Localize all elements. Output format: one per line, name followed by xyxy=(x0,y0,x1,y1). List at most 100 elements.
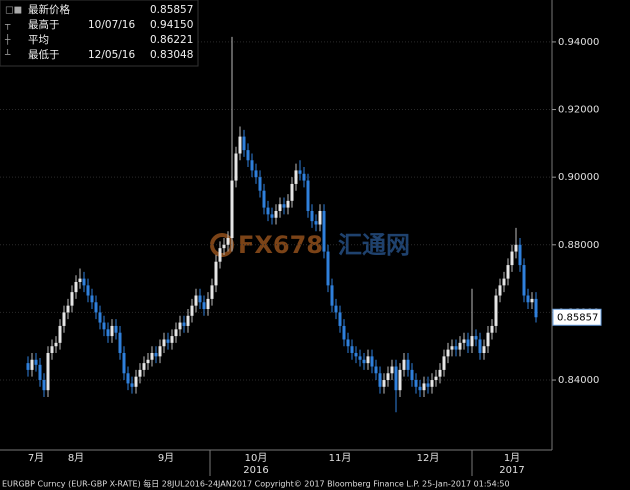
candle-body xyxy=(454,346,458,350)
candle-body xyxy=(94,302,98,313)
candle-body xyxy=(122,352,126,374)
candle-body xyxy=(378,373,382,387)
candle-body xyxy=(430,380,434,387)
candle-body xyxy=(346,339,350,347)
candle-body xyxy=(46,352,50,391)
y-tick-label: 0.90000 xyxy=(558,172,599,183)
candle-body xyxy=(434,376,438,381)
candle-body xyxy=(50,346,54,353)
candle-body xyxy=(498,285,502,296)
legend-name: 平均 xyxy=(28,34,49,46)
candle-body xyxy=(314,221,318,225)
candle-body xyxy=(522,265,526,296)
candle-body xyxy=(262,190,266,208)
candle-body xyxy=(202,302,206,310)
candle-body xyxy=(442,356,446,370)
candle-body xyxy=(386,373,390,381)
candle-body xyxy=(90,295,94,303)
legend-date: 10/07/16 xyxy=(88,19,135,31)
candle-body xyxy=(66,305,70,313)
candle-body xyxy=(42,380,46,391)
candle-body xyxy=(298,170,302,174)
candle-body xyxy=(190,305,194,316)
candle-body xyxy=(526,295,530,303)
candle-body xyxy=(370,356,374,367)
candle-body xyxy=(158,346,162,357)
candle-body xyxy=(282,204,286,208)
candle-body xyxy=(486,332,490,347)
candle-body xyxy=(222,244,226,249)
candle-body xyxy=(166,339,170,343)
candle-body xyxy=(270,214,274,218)
candle-body xyxy=(134,376,138,387)
candle-body xyxy=(306,180,310,211)
candle-body xyxy=(294,170,298,184)
candle-body xyxy=(342,325,346,340)
candle-body xyxy=(238,136,242,154)
legend-icon: ┴ xyxy=(4,49,11,61)
candle-body xyxy=(206,298,210,310)
y-tick-label: 0.94000 xyxy=(558,37,599,48)
candle-body xyxy=(470,336,474,347)
candle-body xyxy=(82,278,86,286)
candle-body xyxy=(450,346,454,350)
candle-body xyxy=(150,352,154,360)
candle-body xyxy=(474,336,478,340)
legend-icon: □■ xyxy=(5,6,22,16)
candle-body xyxy=(102,322,106,330)
candle-body xyxy=(126,373,130,384)
x-tick-label: 11月 xyxy=(329,452,352,464)
footer: EURGBP Curncy (EUR-GBP X-RATE) 每日 28JUL2… xyxy=(2,479,510,489)
x-tick-label: 1月 xyxy=(504,452,520,464)
candle-body xyxy=(70,292,74,306)
legend-icon: ┬ xyxy=(4,21,11,31)
candle-body xyxy=(246,150,250,161)
legend-value: 0.94150 xyxy=(150,19,193,31)
candle-body xyxy=(402,359,406,370)
candle-body xyxy=(310,210,314,222)
x-tick-label: 12月 xyxy=(417,452,440,464)
candle-body xyxy=(330,285,334,306)
candle-body xyxy=(426,383,430,387)
candle-body xyxy=(398,369,402,391)
candle-body xyxy=(142,363,146,370)
candle-body xyxy=(410,369,414,381)
candle-body xyxy=(154,352,158,357)
candle-body xyxy=(110,325,114,337)
legend-icon: ┼ xyxy=(4,34,11,46)
candle-body xyxy=(242,136,246,151)
candle-body xyxy=(210,285,214,299)
candle-body xyxy=(182,322,186,326)
legend-name: 最新价格 xyxy=(28,3,70,16)
candle-body xyxy=(130,383,134,387)
candle-body xyxy=(366,356,370,364)
candle-body xyxy=(54,342,58,347)
candle-body xyxy=(502,278,506,286)
last-price-label: 0.85857 xyxy=(557,312,598,323)
candle-body xyxy=(254,170,258,178)
candle-body xyxy=(62,312,66,326)
candle-body xyxy=(350,346,354,353)
x-tick-label: 9月 xyxy=(158,452,174,464)
candle-body xyxy=(362,359,366,364)
watermark-text: 汇通网 xyxy=(338,231,410,259)
candle-body xyxy=(258,177,262,191)
candle-body xyxy=(358,356,362,360)
candle-body xyxy=(290,183,294,201)
last-price-marker xyxy=(552,308,602,326)
candle-body xyxy=(174,329,178,337)
candle-body xyxy=(26,363,30,370)
legend-value: 0.85857 xyxy=(150,4,193,16)
candle-body xyxy=(170,336,174,343)
candle-body xyxy=(226,238,230,245)
candle-body xyxy=(30,359,34,370)
candle-body xyxy=(194,295,198,306)
candle-body xyxy=(458,342,462,350)
candle-body xyxy=(414,380,418,387)
candle-body xyxy=(38,364,42,381)
footer-bar xyxy=(0,476,630,490)
watermark: FX678 汇通网 xyxy=(210,231,410,259)
y-tick-label: 0.88000 xyxy=(558,240,599,251)
candle-body xyxy=(494,295,498,326)
candle-body xyxy=(394,366,398,391)
